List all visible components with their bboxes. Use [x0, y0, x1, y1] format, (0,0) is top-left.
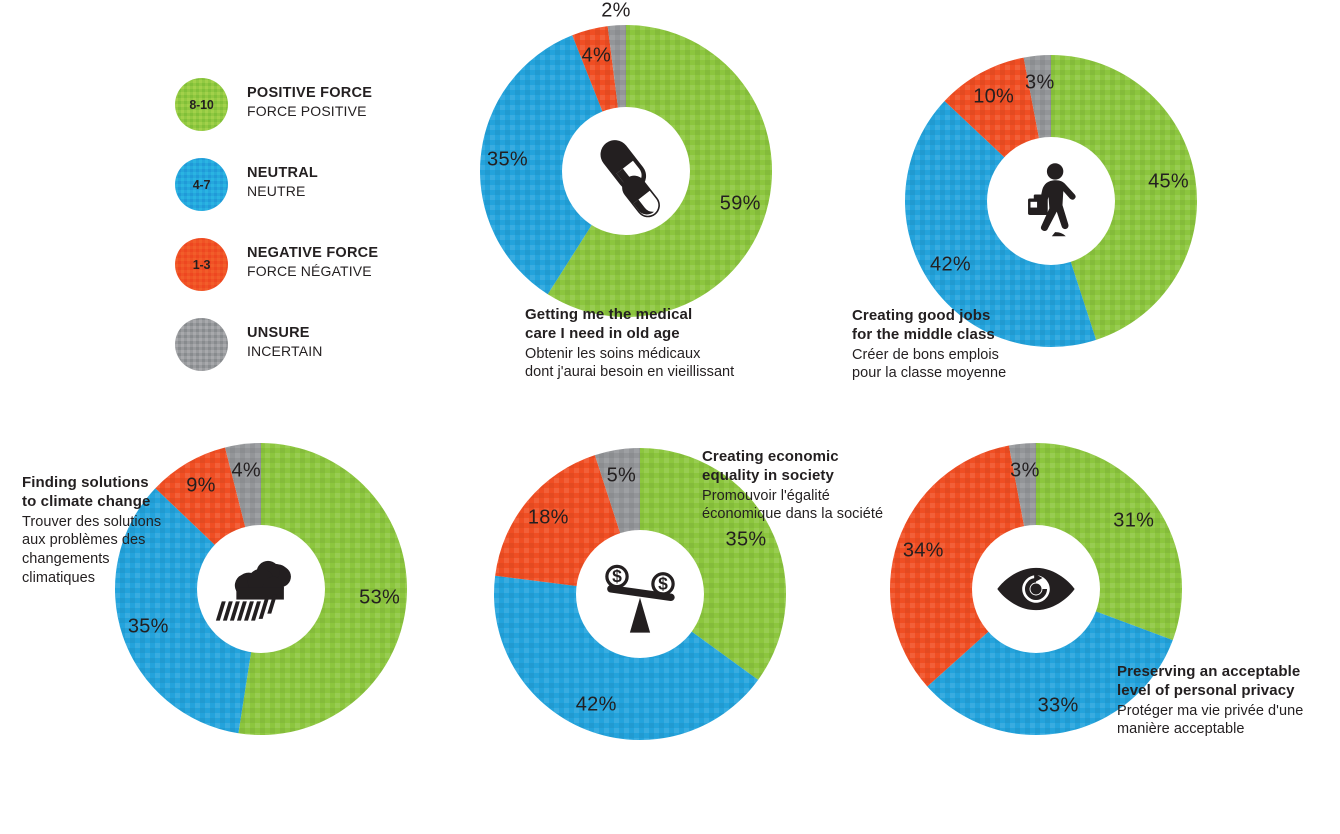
slice-label-economic-equality-2: 18% — [527, 506, 569, 529]
caption-title-en-personal-privacy: Preserving an acceptable level of person… — [1117, 663, 1301, 699]
pills-icon — [600, 140, 660, 218]
legend-label-fr-neutral: NEUTRE — [247, 183, 306, 200]
caption-title-en-medical-care: Getting me the medical care I need in ol… — [525, 306, 693, 342]
caption-title-en-economic-equality: Creating economic equality in society — [702, 448, 839, 484]
svg-text:$: $ — [612, 566, 622, 586]
caption-medical-care: Getting me the medical care I need in ol… — [525, 306, 775, 382]
donut-chart-medical-care: 59% 35% 4% 2% — [480, 0, 772, 317]
caption-economic-equality: Creating economic equality in society Pr… — [702, 448, 937, 524]
donut-hub-personal-privacy — [972, 525, 1100, 653]
slice-label-medical-care-3: 2% — [601, 0, 631, 22]
slice-label-economic-equality-1: 42% — [575, 693, 617, 716]
caption-title-fr-good-jobs: Créer de bons emplois pour la classe moy… — [852, 346, 1007, 382]
caption-personal-privacy: Preserving an acceptable level of person… — [1117, 663, 1340, 739]
slice-label-economic-equality-0: 35% — [725, 528, 767, 551]
legend-text-negative: NEGATIVE FORCE FORCE NÉGATIVE — [247, 244, 378, 280]
slice-label-good-jobs-1: 42% — [930, 253, 971, 276]
slice-label-good-jobs-3: 3% — [1025, 71, 1055, 94]
legend-badge-positive: 8-10 — [189, 97, 214, 112]
caption-good-jobs: Creating good jobs for the middle class … — [852, 307, 1082, 383]
walking-worker-icon — [1028, 163, 1076, 237]
slice-label-personal-privacy-2: 34% — [902, 539, 944, 562]
donut-hub-medical-care — [562, 107, 690, 235]
caption-title-fr-medical-care: Obtenir les soins médicaux dont j'aurai … — [525, 345, 735, 381]
legend-swatch-neutral-icon: 4-7 — [175, 158, 228, 211]
eye-icon — [997, 567, 1075, 611]
svg-text:$: $ — [658, 573, 668, 593]
legend-badge-neutral: 4-7 — [192, 177, 211, 192]
legend-label-fr-negative: FORCE NÉGATIVE — [247, 263, 372, 280]
caption-title-en-climate-change: Finding solutions to climate change — [22, 474, 151, 510]
legend-text-positive: POSITIVE FORCE FORCE POSITIVE — [247, 84, 372, 120]
caption-title-fr-economic-equality: Promouvoir l'égalité économique dans la … — [702, 487, 884, 523]
legend-label-fr-unsure: INCERTAIN — [247, 343, 323, 360]
slice-label-medical-care-1: 35% — [487, 148, 528, 171]
legend-label-fr-positive: FORCE POSITIVE — [247, 103, 367, 120]
legend-text-neutral: NEUTRAL NEUTRE — [247, 164, 318, 200]
legend-item-neutral: 4-7 NEUTRAL NEUTRE — [175, 158, 425, 221]
caption-title-en-good-jobs: Creating good jobs for the middle class — [852, 307, 995, 343]
legend-label-en-positive: POSITIVE FORCE — [247, 85, 373, 101]
legend-label-en-unsure: UNSURE — [247, 325, 310, 341]
slice-label-personal-privacy-1: 33% — [1037, 694, 1079, 717]
slice-label-good-jobs-2: 10% — [973, 85, 1015, 108]
slice-label-climate-change-0: 53% — [359, 586, 401, 609]
caption-climate-change: Finding solutions to climate change Trou… — [22, 474, 182, 588]
slice-label-medical-care-2: 4% — [581, 44, 612, 67]
slice-label-personal-privacy-0: 31% — [1113, 509, 1155, 532]
caption-title-fr-climate-change: Trouver des solutions aux problèmes des … — [22, 513, 162, 587]
legend-item-negative: 1-3 NEGATIVE FORCE FORCE NÉGATIVE — [175, 238, 425, 301]
balance-scale-icon: $ $ — [605, 564, 675, 633]
legend-label-en-neutral: NEUTRAL — [247, 165, 319, 181]
slice-label-economic-equality-3: 5% — [606, 464, 637, 487]
slice-label-good-jobs-0: 45% — [1148, 170, 1189, 193]
donut-hub-economic-equality: $ $ — [576, 530, 704, 658]
slice-label-medical-care-0: 59% — [719, 192, 761, 215]
legend-swatch-positive-icon: 8-10 — [175, 78, 228, 131]
donut-hub-climate-change — [197, 525, 325, 653]
slice-label-climate-change-1: 35% — [127, 615, 169, 638]
legend-swatch-unsure-icon — [175, 318, 228, 371]
legend-item-unsure: UNSURE INCERTAIN — [175, 318, 425, 381]
legend-item-positive: 8-10 POSITIVE FORCE FORCE POSITIVE — [175, 78, 425, 141]
legend-label-en-negative: NEGATIVE FORCE — [247, 245, 379, 261]
legend: 8-10 POSITIVE FORCE FORCE POSITIVE 4-7 N… — [175, 78, 425, 398]
rain-cloud-icon — [215, 560, 291, 621]
legend-badge-negative: 1-3 — [192, 257, 211, 272]
slice-label-personal-privacy-3: 3% — [1010, 459, 1040, 482]
legend-text-unsure: UNSURE INCERTAIN — [247, 324, 323, 360]
donut-chart-good-jobs: 45% 42% 10% 3% — [905, 55, 1197, 347]
donut-hub-good-jobs — [987, 137, 1115, 265]
slice-label-climate-change-3: 4% — [231, 459, 261, 482]
slice-label-climate-change-2: 9% — [186, 474, 216, 497]
legend-swatch-negative-icon: 1-3 — [175, 238, 228, 291]
caption-title-fr-personal-privacy: Protéger ma vie privée d'une manière acc… — [1117, 702, 1304, 738]
